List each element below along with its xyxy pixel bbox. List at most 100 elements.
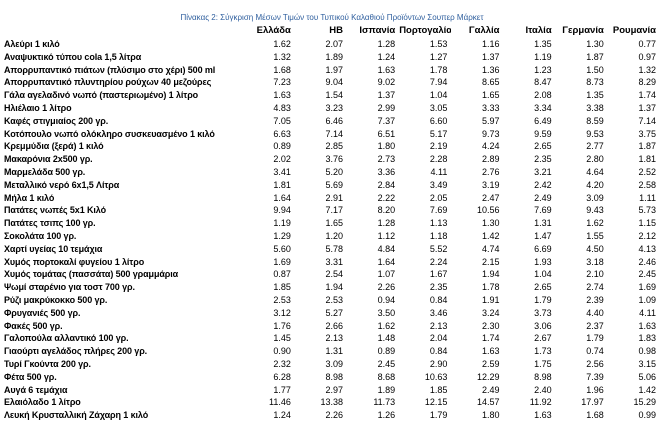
table-row: Μαρμελάδα 500 γρ. 3.41 5.20 3.36 4.11 2.76 3.2… [4,166,660,179]
price-cell: 9.02 [377,77,396,88]
table-row: Ψωμί σταρένιο για τοστ 700 γρ. 1.85 1.94 2.… [4,281,660,294]
price-cell: 11.46 [269,397,291,408]
price-cell: 1.62 [273,39,291,49]
price-cell: 1.09 [638,294,656,305]
price-cell: 2.19 [429,141,448,152]
price-cell: 1.68 [586,410,604,421]
price-cell: 3.31 [325,256,344,267]
table-row: Λευκή Κρυσταλλική Ζάχαρη 1 κιλό 1.24 2.26 1… [4,409,660,422]
price-cell: 8.73 [586,77,604,88]
price-cell: 1.63 [534,410,552,421]
price-cell: 0.90 [273,346,291,357]
price-cell: 1.37 [481,51,500,62]
price-cell: 2.59 [481,358,500,369]
price-cell: 3.12 [273,307,291,318]
price-cell: 3.33 [481,102,500,113]
price-cell: 7.14 [638,115,656,126]
price-cell: 8.65 [481,77,500,88]
price-cell: 3.23 [325,102,344,113]
price-cell: 9.53 [586,128,604,139]
price-cell: 9.59 [534,128,552,139]
price-cell: 1.35 [586,90,604,101]
price-cell: 1.80 [377,141,396,152]
price-cell: 2.85 [325,141,344,152]
price-cell: 1.63 [481,346,500,357]
price-cell: 1.65 [481,90,500,101]
price-cell: 1.94 [481,269,500,280]
price-cell: 9.73 [481,128,500,139]
product-name-cell: Αλεύρι 1 κιλό [4,39,60,49]
price-cell: 2.76 [481,166,500,177]
price-cell: 2.91 [325,192,344,203]
price-cell: 2.26 [377,282,396,293]
price-cell: 3.21 [534,166,552,177]
table-row: Γαλοπούλα αλλαντικό 100 γρ. 1.45 2.13 1.48 2… [4,332,660,345]
table-row: Μακαρόνια 2x500 γρ. 2.02 3.76 2.73 2.28 2.89 2… [4,153,660,166]
table-row: Χυμός πορτοκαλί φυγείου 1 λίτρο 1.69 3.31 1… [4,256,660,269]
table-caption: Πίνακας 2: Σύγκριση Μέσων Τιμών του Τυπι… [180,13,484,22]
price-cell: 3.36 [377,166,396,177]
price-cell: 1.73 [534,346,552,357]
price-cell: 2.45 [377,358,396,369]
price-cell: 1.83 [638,333,656,344]
header-country: Γερμανία [562,25,604,37]
price-cell: 1.79 [429,410,448,421]
price-cell: 8.29 [638,77,656,88]
header-country: ΗΒ [329,25,344,37]
price-cell: 1.47 [534,230,552,241]
price-cell: 2.39 [586,294,604,305]
price-cell: 2.13 [325,333,344,344]
price-cell: 1.26 [377,410,396,421]
price-cell: 1.96 [586,384,604,395]
product-name-cell: Γάλα αγελαδινό νωπό (παστεριωμένο) 1 λίτ… [4,90,199,101]
product-name-cell: Αυγά 6 τεμάχια [4,384,68,395]
table-row: Πατάτες τσιπς 100 γρ. 1.19 1.65 1.28 1.13 1.3… [4,217,660,230]
price-cell: 0.87 [273,269,291,280]
price-cell: 2.66 [325,320,344,331]
price-cell: 2.40 [534,384,552,395]
price-cell: 1.37 [638,102,656,113]
price-cell: 1.78 [429,64,448,75]
price-cell: 5.27 [325,307,344,318]
product-name-cell: Ψωμί σταρένιο για τοστ 700 γρ. [4,282,135,293]
price-cell: 2.35 [534,154,552,165]
table-row: Πατάτες νωπές 5x1 Κιλό 9.94 7.17 8.20 7.69 10… [4,204,660,217]
price-cell: 2.80 [586,154,604,165]
price-cell: 1.68 [273,64,291,75]
price-cell: 0.89 [377,346,396,357]
price-cell: 2.24 [429,256,448,267]
price-cell: 2.42 [534,179,552,190]
price-cell: 1.31 [534,218,552,229]
product-name-cell: Μήλα 1 κιλό [4,192,55,203]
table-row: Αναψυκτικό τύπου cola 1,5 λίτρα 1.32 1.89 1… [4,51,660,64]
price-cell: 1.74 [481,333,500,344]
price-cell: 1.28 [377,39,396,49]
product-name-cell: Γιαούρτι αγελάδος πλήρες 200 γρ. [4,346,148,357]
price-cell: 1.94 [325,282,344,293]
price-cell: 0.84 [429,294,448,305]
product-name-cell: Φακές 500 γρ. [4,320,63,331]
price-cell: 2.54 [325,269,344,280]
price-cell: 8.98 [534,371,552,382]
price-cell: 2.05 [429,192,448,203]
price-cell: 1.67 [429,269,448,280]
price-cell: 8.68 [377,371,396,382]
price-cell: 3.46 [429,307,448,318]
price-cell: 3.34 [534,102,552,113]
header-country: Ρουμανία [612,25,656,37]
price-cell: 6.49 [534,115,552,126]
product-name-cell: Χυμός πορτοκαλί φυγείου 1 λίτρο [4,256,145,267]
price-cell: 2.74 [586,282,604,293]
price-cell: 6.51 [377,128,396,139]
table-row: Χυμός τομάτας (πασσάτα) 500 γραμμάρια 0.8… [4,268,660,281]
price-cell: 1.78 [481,282,500,293]
table-row: Φακές 500 γρ. 1.76 2.66 1.62 2.13 2.30 3.06 2.3… [4,320,660,333]
price-cell: 1.89 [377,384,396,395]
price-cell: 3.06 [534,320,552,331]
price-cell: 4.84 [377,243,396,254]
table-row: Σοκολάτα 100 γρ. 1.29 1.20 1.12 1.18 1.42 1.47… [4,230,660,243]
product-name-cell: Σοκολάτα 100 γρ. [4,230,77,241]
price-cell: 2.28 [429,154,448,165]
price-cell: 2.02 [273,154,291,165]
price-cell: 3.76 [325,154,344,165]
